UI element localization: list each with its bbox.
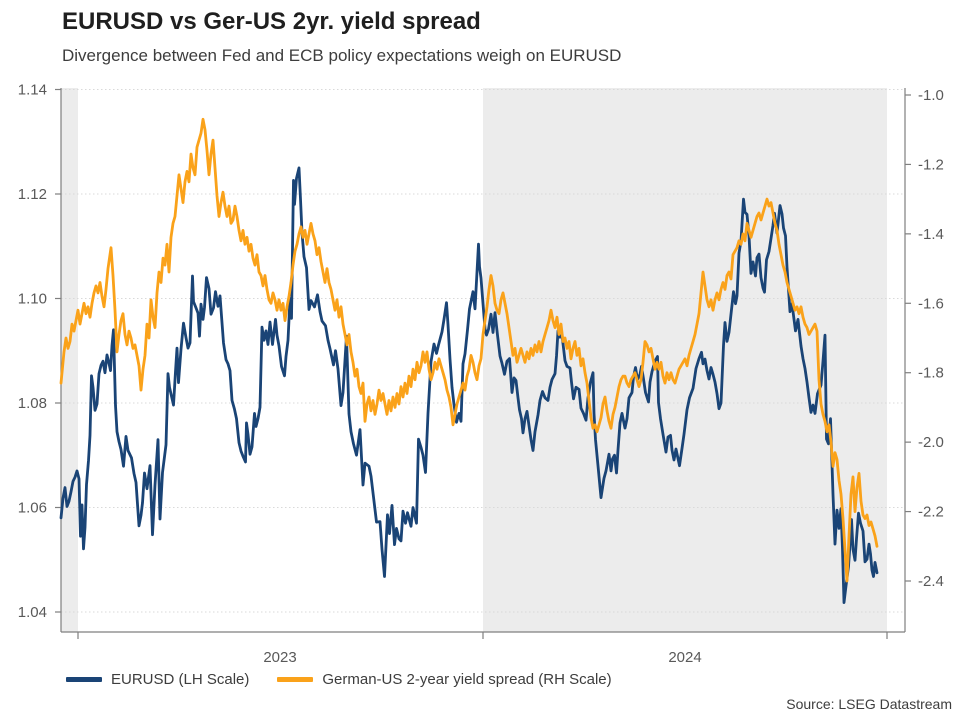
left-axis-tick-label: 1.06	[18, 500, 47, 517]
eurusd-series-line	[59, 166, 879, 604]
eurusd-line-swatch	[66, 677, 102, 682]
chart-subtitle: Divergence between Fed and ECB policy ex…	[62, 46, 622, 65]
right-axis-tick-label: -1.6	[918, 295, 944, 312]
spread-line-swatch	[277, 677, 314, 682]
legend-label-spread: German-US 2-year yield spread (RH Scale)	[322, 671, 612, 688]
right-axis-tick-label: -2.0	[918, 434, 944, 451]
legend-item-eurusd: EURUSD (LH Scale)	[66, 671, 249, 688]
left-axis-tick-label: 1.14	[18, 82, 47, 99]
legend-item-spread: German-US 2-year yield spread (RH Scale)	[277, 671, 612, 688]
right-axis-tick-label: -2.2	[918, 504, 944, 521]
right-axis-tick-label: -1.8	[918, 365, 944, 382]
left-axis-tick-label: 1.04	[18, 604, 47, 621]
legend-label-eurusd: EURUSD (LH Scale)	[111, 671, 250, 688]
page-title: EURUSD vs Ger-US 2yr. yield spread	[62, 8, 481, 35]
left-axis-tick-label: 1.08	[18, 395, 47, 412]
x-axis-year-label: 2024	[668, 649, 701, 666]
right-axis-tick-label: -1.4	[918, 226, 944, 243]
right-axis-tick-label: -1.2	[918, 156, 944, 173]
left-axis-tick-label: 1.12	[18, 186, 47, 203]
right-axis-tick-label: -1.0	[918, 87, 944, 104]
source-credit: Source: LSEG Datastream	[786, 696, 952, 712]
spread-series-line	[59, 117, 879, 583]
chart-legend: EURUSD (LH Scale) German-US 2-year yield…	[66, 671, 612, 688]
x-axis-year-label: 2023	[263, 649, 296, 666]
left-axis-tick-label: 1.10	[18, 291, 47, 308]
right-axis-tick-label: -2.4	[918, 573, 944, 590]
